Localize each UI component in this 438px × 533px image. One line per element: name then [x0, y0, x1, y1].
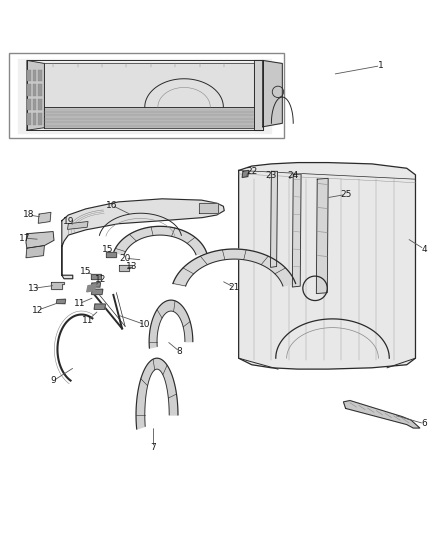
Bar: [38, 99, 42, 110]
Text: 25: 25: [340, 190, 351, 199]
Polygon shape: [199, 203, 218, 213]
Polygon shape: [136, 358, 178, 429]
Polygon shape: [62, 199, 224, 279]
Text: 19: 19: [63, 217, 74, 227]
Polygon shape: [271, 171, 278, 268]
Text: 10: 10: [139, 320, 151, 329]
Text: 1: 1: [378, 61, 383, 70]
Text: 11: 11: [82, 316, 94, 325]
Polygon shape: [57, 299, 66, 304]
Polygon shape: [343, 400, 420, 428]
Polygon shape: [38, 212, 51, 223]
Polygon shape: [254, 60, 263, 130]
Polygon shape: [92, 282, 100, 287]
Text: 15: 15: [80, 267, 92, 276]
Bar: [32, 113, 36, 125]
Text: 13: 13: [28, 284, 39, 293]
Text: 18: 18: [23, 211, 35, 220]
Polygon shape: [91, 274, 101, 279]
Text: 16: 16: [106, 201, 118, 210]
Polygon shape: [149, 300, 193, 348]
Polygon shape: [51, 282, 64, 289]
Polygon shape: [67, 222, 88, 229]
Text: 23: 23: [266, 171, 277, 180]
Bar: [32, 99, 36, 110]
Bar: [32, 70, 36, 82]
Polygon shape: [18, 59, 272, 133]
Text: 15: 15: [102, 245, 113, 254]
Polygon shape: [119, 265, 132, 271]
Text: 6: 6: [421, 419, 427, 428]
Polygon shape: [113, 227, 207, 255]
Polygon shape: [26, 231, 54, 248]
Polygon shape: [44, 107, 254, 128]
Text: 12: 12: [32, 305, 43, 314]
Bar: [27, 84, 31, 96]
Polygon shape: [87, 285, 96, 292]
Polygon shape: [92, 289, 103, 294]
Polygon shape: [27, 60, 44, 130]
Bar: [38, 113, 42, 125]
Text: 13: 13: [126, 262, 138, 271]
Bar: [32, 84, 36, 96]
Polygon shape: [242, 171, 249, 177]
Bar: [27, 99, 31, 110]
Bar: [38, 84, 42, 96]
Polygon shape: [292, 174, 301, 287]
Polygon shape: [316, 179, 328, 294]
Text: 17: 17: [19, 233, 31, 243]
Text: 9: 9: [50, 376, 56, 385]
Polygon shape: [263, 60, 283, 127]
Polygon shape: [44, 63, 254, 107]
Bar: [27, 70, 31, 82]
Polygon shape: [26, 246, 44, 258]
Text: 4: 4: [421, 245, 427, 254]
Text: 21: 21: [229, 283, 240, 292]
Bar: [10, 53, 285, 138]
Polygon shape: [239, 163, 416, 369]
Polygon shape: [94, 304, 106, 309]
Text: 20: 20: [120, 254, 131, 263]
Text: 8: 8: [177, 347, 183, 356]
Text: 7: 7: [151, 443, 156, 452]
Text: 11: 11: [74, 299, 85, 308]
Text: 12: 12: [95, 275, 107, 284]
Polygon shape: [173, 249, 296, 286]
Bar: [27, 113, 31, 125]
Text: 22: 22: [246, 167, 258, 176]
Text: 24: 24: [288, 171, 299, 180]
Bar: [38, 70, 42, 82]
Polygon shape: [106, 252, 116, 257]
